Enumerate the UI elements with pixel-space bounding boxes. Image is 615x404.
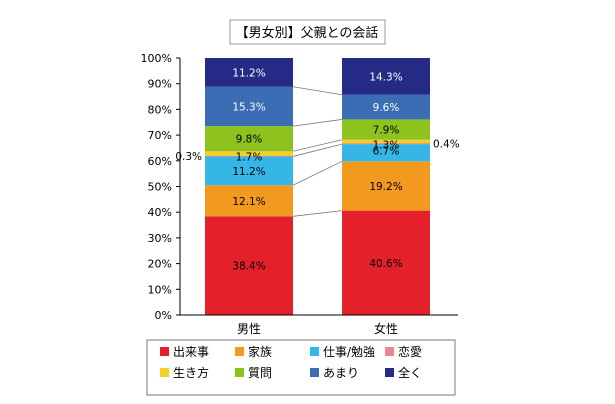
bar-segment bbox=[205, 185, 293, 217]
bar-segment bbox=[205, 151, 293, 156]
legend-swatch bbox=[310, 368, 319, 377]
legend-swatch bbox=[235, 347, 244, 356]
data-label: 40.6% bbox=[369, 258, 402, 270]
bar-segment bbox=[205, 155, 293, 157]
data-label: 15.3% bbox=[232, 101, 265, 113]
series-connector-line bbox=[292, 143, 343, 157]
chart-title: 【男女別】父親との会話 bbox=[236, 25, 379, 41]
x-category-label: 男性 bbox=[237, 322, 261, 336]
legend-swatch bbox=[310, 347, 319, 356]
data-label: 38.4% bbox=[232, 261, 265, 273]
legend-label: 仕事/勉強 bbox=[323, 345, 375, 359]
legend-swatch bbox=[160, 347, 169, 356]
y-tick-label: 70% bbox=[148, 129, 172, 142]
x-category-label: 女性 bbox=[374, 321, 398, 336]
bar-segment bbox=[342, 58, 430, 95]
legend-label: 全く bbox=[398, 365, 422, 380]
data-label: 12.1% bbox=[232, 196, 265, 208]
data-label: 9.8% bbox=[236, 134, 263, 146]
legend-swatch bbox=[235, 368, 244, 377]
legend-label: 家族 bbox=[248, 344, 272, 359]
bar-segment bbox=[342, 210, 430, 315]
series-connector-line bbox=[292, 139, 343, 152]
legend-swatch bbox=[385, 368, 394, 377]
legend-swatch bbox=[385, 347, 394, 356]
bar-segment bbox=[342, 144, 430, 162]
data-label: 0.4% bbox=[433, 139, 460, 151]
y-tick-label: 0% bbox=[155, 309, 172, 322]
data-label: 1.3% bbox=[373, 139, 400, 151]
legend-label: 恋愛 bbox=[398, 344, 422, 359]
bar-segment bbox=[205, 216, 293, 315]
data-label: 6.7% bbox=[373, 146, 400, 158]
data-label: 9.6% bbox=[373, 102, 400, 114]
chart-title-group: 【男女別】父親との会話 bbox=[229, 19, 386, 45]
y-tick-label: 20% bbox=[148, 258, 172, 271]
y-tick-label: 80% bbox=[148, 103, 172, 116]
chart-title-box bbox=[229, 19, 386, 45]
data-label: 1.7% bbox=[236, 151, 263, 163]
bar-segment bbox=[342, 139, 430, 144]
bar-segment bbox=[342, 143, 430, 145]
y-tick-label: 100% bbox=[141, 52, 172, 65]
bar-segment bbox=[342, 161, 430, 211]
y-tick-label: 40% bbox=[148, 206, 172, 219]
legend-box bbox=[146, 339, 456, 396]
y-tick-label: 30% bbox=[148, 232, 172, 245]
legend-label: 生き方 bbox=[173, 365, 209, 380]
data-label: 19.2% bbox=[369, 181, 402, 193]
series-connector-line bbox=[292, 160, 343, 186]
legend-label: 質問 bbox=[248, 365, 272, 380]
legend-label: 出来事 bbox=[173, 345, 209, 359]
series-connector-line bbox=[292, 119, 343, 127]
y-tick-label: 60% bbox=[148, 155, 172, 168]
series-connector-line bbox=[292, 86, 343, 96]
data-label: 11.2% bbox=[232, 67, 265, 79]
y-tick-label: 50% bbox=[148, 181, 172, 194]
bar-segment bbox=[342, 94, 430, 120]
legend-swatch bbox=[160, 368, 169, 377]
series-connector-line bbox=[292, 210, 343, 217]
plot-area: 0% 10% 20% 30% 40% 50% 60% 70% 80% 90% 100% 男性 女性 38.… bbox=[141, 52, 460, 336]
data-label: 14.3% bbox=[369, 71, 402, 83]
data-label: 0.3% bbox=[175, 151, 202, 163]
legend-label: あまり bbox=[323, 366, 359, 380]
y-tick-label: 10% bbox=[148, 283, 172, 296]
y-tick-label: 90% bbox=[148, 78, 172, 91]
bar-segment bbox=[342, 119, 430, 140]
bar-segment bbox=[205, 86, 293, 127]
bar-segment bbox=[205, 58, 293, 87]
bar-segment bbox=[205, 156, 293, 186]
data-label: 11.2% bbox=[232, 166, 265, 178]
bar-segment bbox=[205, 126, 293, 152]
data-label: 7.9% bbox=[373, 125, 400, 137]
